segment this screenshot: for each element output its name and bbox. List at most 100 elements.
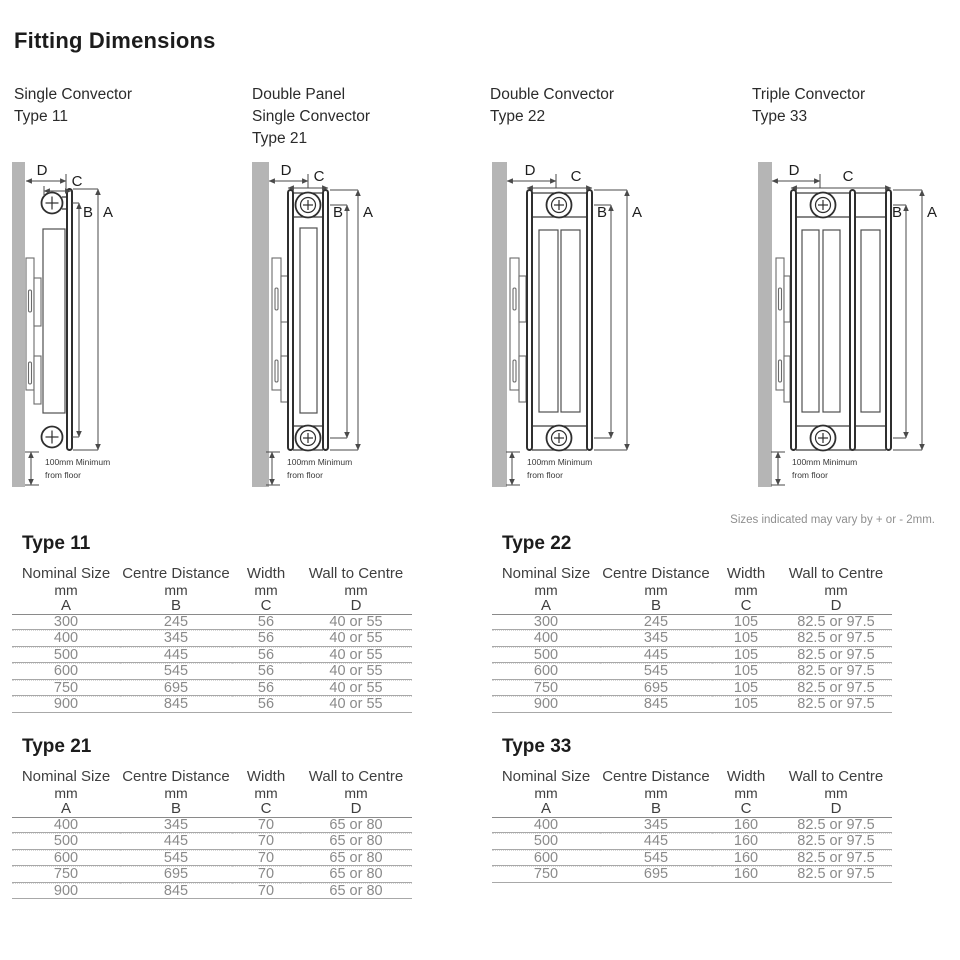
table-cell: 65 or 80 xyxy=(300,849,412,867)
table-cell: 750 xyxy=(492,679,600,697)
table-cell: 82.5 or 97.5 xyxy=(780,615,892,631)
convector-fin xyxy=(860,229,881,413)
column-header-unit: mm xyxy=(164,785,188,802)
column-header-letter: A xyxy=(492,598,600,615)
table-cell: 105 xyxy=(712,696,780,713)
wall xyxy=(252,162,269,487)
column-header-letter: D xyxy=(780,801,892,818)
column-header-unit: mm xyxy=(254,582,278,599)
table-row: 600 545 160 82.5 or 97.5 xyxy=(492,849,892,867)
table-cell: 56 xyxy=(232,696,300,713)
bottom-valve-boss xyxy=(545,424,573,452)
table-cell: 105 xyxy=(712,663,780,680)
table-cell: 70 xyxy=(232,866,300,883)
table-cell: 105 xyxy=(712,646,780,664)
table-cell: 300 xyxy=(12,615,120,631)
column-header-name: Width xyxy=(246,767,286,785)
table-row: 900 845 56 40 or 55 xyxy=(12,696,412,713)
table-cell: 345 xyxy=(120,630,232,647)
table-cell: 750 xyxy=(492,866,600,883)
table-cell: 65 or 80 xyxy=(300,818,412,834)
type-33-diagram: D C B A 100mm Minimum from floor xyxy=(758,162,937,487)
table-cell: 500 xyxy=(12,646,120,664)
column-header-name: Centre Distance xyxy=(602,564,710,582)
column-header-name: Nominal Size xyxy=(501,767,591,785)
type-21-table: Nominal Size Centre Distance Width Wall to … xyxy=(12,767,412,900)
radiator-panel xyxy=(287,189,294,451)
column-header-unit: mm xyxy=(344,582,368,599)
table-cell: 65 or 80 xyxy=(300,866,412,883)
table-cell: 445 xyxy=(120,646,232,664)
section-heading-line: Type 22 xyxy=(490,108,546,125)
table-cell: 40 or 55 xyxy=(300,630,412,647)
header-row-name: Nominal Size Centre Distance Width Wall to … xyxy=(12,767,412,786)
column-header-name: Width xyxy=(246,564,286,582)
type-21-diagram: D C B A 100mm Minimum from floor xyxy=(252,162,373,487)
bottom-valve-boss xyxy=(40,425,64,449)
table-cell: 600 xyxy=(492,663,600,680)
radiator-panel xyxy=(586,189,593,451)
type-11-table-block: Type 11 Nominal Size Centre Distance Width… xyxy=(12,533,412,713)
column-header-name: Nominal Size xyxy=(21,564,111,582)
table-cell: 70 xyxy=(232,882,300,900)
table-row: 900 845 70 65 or 80 xyxy=(12,882,412,900)
page-title: Fitting Dimensions xyxy=(14,28,216,53)
dim-label-a: A xyxy=(632,204,642,221)
floor-note-line-1: 100mm Minimum xyxy=(45,457,110,467)
table-cell: 545 xyxy=(600,849,712,867)
column-header-unit: mm xyxy=(54,785,78,802)
wall-bracket xyxy=(775,257,791,403)
table-cell: 500 xyxy=(12,833,120,850)
radiator-panel xyxy=(322,189,329,451)
column-header-unit: mm xyxy=(824,582,848,599)
header-row-unit: mm mm mm mm xyxy=(492,786,892,801)
wall-bracket xyxy=(271,257,289,403)
section-heading-type-11: Single Convector Type 11 xyxy=(14,84,132,128)
table-cell: 82.5 or 97.5 xyxy=(780,696,892,713)
table-cell: 40 or 55 xyxy=(300,646,412,664)
column-header-letter: C xyxy=(712,801,780,818)
table-cell: 56 xyxy=(232,679,300,697)
column-header-unit: mm xyxy=(534,582,558,599)
column-header-unit: mm xyxy=(344,785,368,802)
radiator-panel xyxy=(66,188,73,451)
column-header-letter: B xyxy=(600,801,712,818)
dim-label-a: A xyxy=(927,204,937,221)
table-cell: 600 xyxy=(12,849,120,867)
table-cell: 400 xyxy=(492,630,600,647)
header-row-unit: mm mm mm mm xyxy=(12,583,412,598)
column-header-name: Nominal Size xyxy=(501,564,591,582)
column-header-letter: C xyxy=(712,598,780,615)
radiator-panel xyxy=(849,189,856,451)
table-cell: 695 xyxy=(600,679,712,697)
section-heading-type-22: Double Convector Type 22 xyxy=(490,84,614,128)
header-row-name: Nominal Size Centre Distance Width Wall to … xyxy=(492,767,892,786)
column-header-letter: D xyxy=(300,598,412,615)
bottom-valve-boss xyxy=(809,424,837,452)
table-cell: 345 xyxy=(600,630,712,647)
table-cell: 82.5 or 97.5 xyxy=(780,833,892,850)
table-cell: 105 xyxy=(712,630,780,647)
dim-label-c: C xyxy=(72,173,83,190)
table-cell: 245 xyxy=(120,615,232,631)
dim-label-c: C xyxy=(571,168,582,185)
floor-note-line-2: from floor xyxy=(792,470,828,480)
dim-label-c: C xyxy=(843,168,854,185)
top-valve-boss xyxy=(809,191,837,219)
table-cell: 82.5 or 97.5 xyxy=(780,866,892,883)
section-heading-line: Type 21 xyxy=(252,130,308,147)
column-header-name: Width xyxy=(726,767,766,785)
section-heading-line: Triple Convector xyxy=(752,86,866,103)
table-row: 400 345 160 82.5 or 97.5 xyxy=(492,818,892,834)
column-header-unit: mm xyxy=(164,582,188,599)
table-row: 750 695 70 65 or 80 xyxy=(12,866,412,883)
radiator-panel xyxy=(885,189,892,451)
table-cell: 300 xyxy=(492,615,600,631)
table-cell: 900 xyxy=(12,882,120,900)
table-cell: 56 xyxy=(232,630,300,647)
